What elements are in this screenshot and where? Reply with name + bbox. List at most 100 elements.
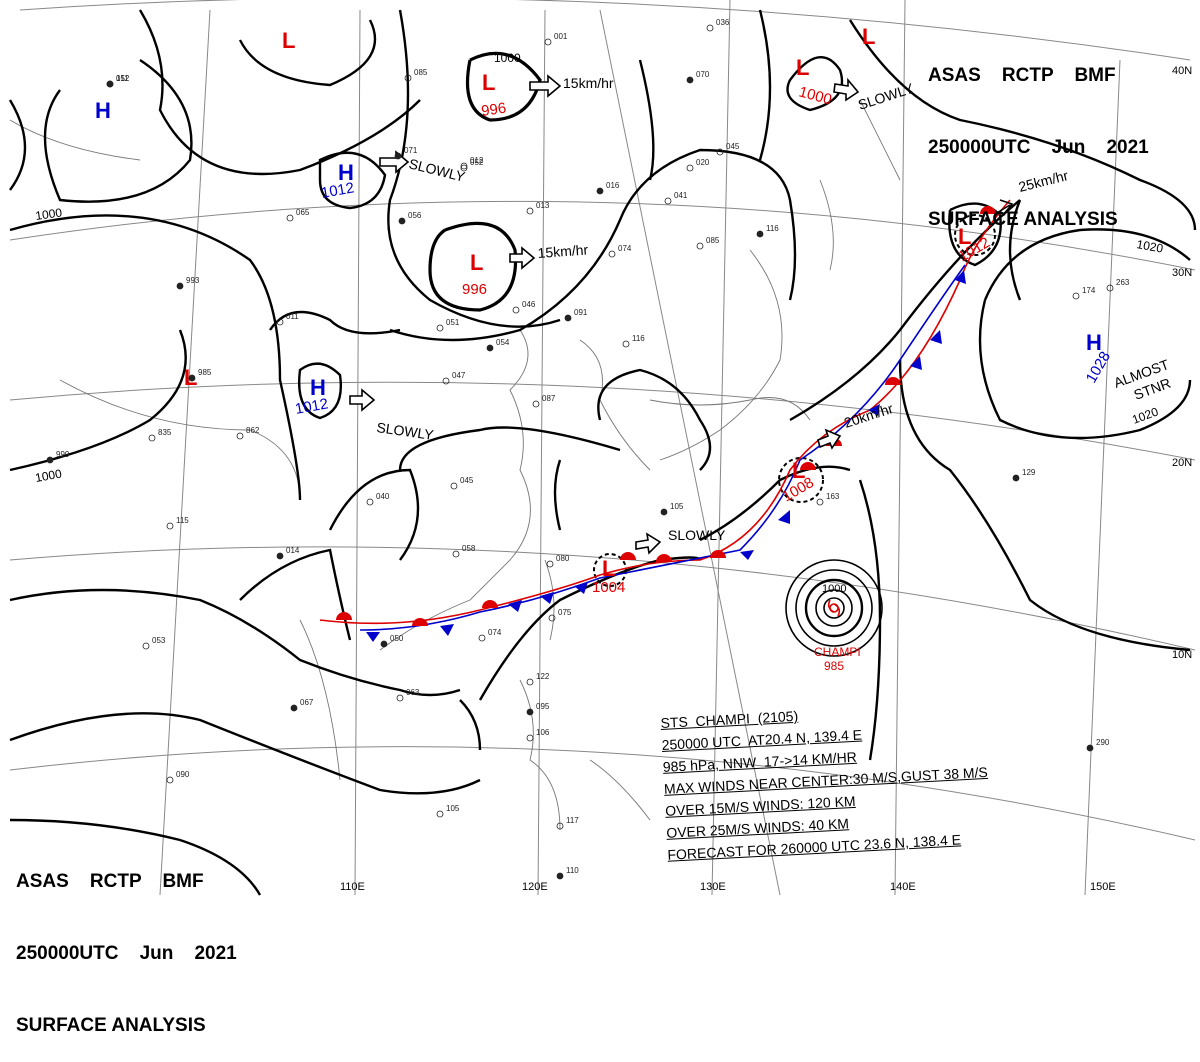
station-pressure: 016 [606,181,620,190]
station-marker [452,550,460,558]
station-pressure: 053 [152,636,166,645]
track-arrow [994,199,1014,215]
station-marker [366,498,374,506]
station-pressure: 115 [176,516,189,525]
station-pressure: 117 [566,816,579,825]
high-center: H 1012 [320,160,356,202]
station-pressure: 071 [404,146,418,155]
station-pressure: 045 [460,476,474,485]
high-letter: H [310,375,326,400]
low-letter: L [796,55,809,80]
station-pressure: 040 [376,492,390,501]
pressure-centers: H 1012 H 1012 H 1028 H L 996 L 996 L 100… [95,24,1114,596]
low-letter: L [862,24,875,49]
forecast-circles [593,214,996,587]
station-marker [1012,474,1020,482]
isobar-label: 1000 [494,51,521,65]
header-code: BMF [162,871,204,892]
station-marker [622,340,630,348]
weather-map: 110E 120E 130E 140E 150E 40N 30N 20N 10N… [8,0,1197,896]
station-marker [686,76,694,84]
station-pressure: 090 [176,770,190,779]
station-pressure: 129 [1022,468,1036,477]
low-value: 996 [480,100,507,120]
station-pressure: 012 [470,156,484,165]
station-pressure: 087 [542,394,556,403]
station-marker [564,314,572,322]
station-pressure: 011 [116,74,129,83]
station-pressure: 050 [390,634,404,643]
station-pressure: 110 [566,866,579,875]
station-marker [526,207,534,215]
station-pressure: 014 [286,546,300,555]
station-pressure: 011 [286,312,299,321]
low-letter: L [470,250,483,275]
station-marker [276,552,284,560]
station-pressure: 067 [300,698,314,707]
lat-label-30: 30N [1172,267,1192,279]
station-marker [460,162,468,170]
station-marker [460,164,468,172]
warm-front-semicircles [336,206,996,626]
station-marker [436,810,444,818]
station-pressure: 106 [536,728,550,737]
high-value: 1012 [294,395,330,418]
station-pressure: 122 [536,672,550,681]
station-pressure: 085 [706,236,720,245]
station-pressure: 105 [670,502,684,511]
header-code: BMF [1074,65,1116,86]
typhoon-isobars [785,559,883,657]
station-marker [664,197,672,205]
station-marker [176,282,184,290]
movement-label: SLOWLY [376,419,436,443]
station-marker [544,38,552,46]
station-marker [486,344,494,352]
storm-info-block: STS CHAMPI (2105) 250000 UTC AT20.4 N, 1… [660,695,992,866]
lat-label-40: 40N [1172,65,1192,77]
station-pressure: 999 [56,450,70,459]
station-pressure: 074 [618,244,632,253]
graticule [9,0,1196,896]
station-pressure: 091 [574,308,588,317]
typhoon-name: CHAMPI [814,645,861,659]
header-bottom-line1: ASAS RCTP BMF [16,870,237,894]
isobar-label: 1000 [34,205,63,223]
header-time: 250000UTC [16,943,119,964]
station-pressure: 036 [716,18,730,27]
high-letter: H [1086,330,1102,355]
station-marker [478,634,486,642]
station-marker [706,24,714,32]
lon-label-140: 140E [890,881,916,893]
lon-label-130: 130E [700,881,726,893]
longitude-labels: 110E 120E 130E 140E 150E [340,881,1116,893]
lon-label-110: 110E [340,881,365,893]
header-bottom: ASAS RCTP BMF 250000UTC Jun 2021 SURFACE… [16,822,237,1062]
station-pressure: 047 [452,371,466,380]
low-value: 1004 [592,579,625,596]
station-pressure: 993 [186,276,200,285]
station-pressure: 056 [408,211,422,220]
low-center: L 1012 [956,224,993,265]
station-pressure: 152 [116,74,130,83]
station-marker [526,708,534,716]
isobar-label: 1020 [1135,237,1164,255]
movement-label: SLOWLY [668,527,726,543]
station-marker [450,482,458,490]
low-center: L 996 [480,70,507,120]
station-marker [106,80,114,88]
station-plots: 152 085 052 071 012 013 016 041 065 056 074 085 116 0… [46,18,1130,880]
low-letter: L [602,556,615,581]
header-bottom-line3: SURFACE ANALYSIS [16,1015,206,1036]
high-value: 1012 [320,179,356,202]
station-marker [660,508,668,516]
station-pressure: 174 [1082,286,1096,295]
header-station-type: ASAS [16,871,69,892]
station-marker [404,74,412,82]
station-marker [286,214,294,222]
isobar-label: 1000 [34,466,63,484]
movement-label: 15km/hr [537,241,589,261]
high-center: H 1012 [294,375,330,418]
low-letter: L [958,224,971,249]
header-top-line2: 250000UTC Jun 2021 [928,136,1149,160]
station-marker [1106,284,1114,292]
